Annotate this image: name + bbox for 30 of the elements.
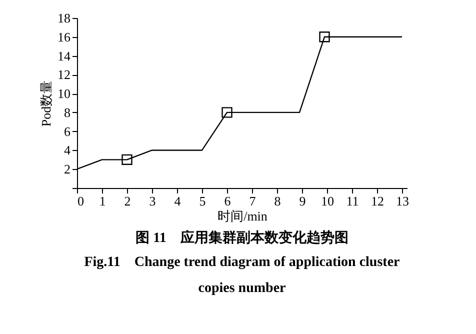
y-tick-label: 18 — [58, 10, 70, 26]
x-tick-label: 2 — [124, 194, 131, 208]
x-tick-label: 9 — [299, 194, 306, 208]
y-tick-label: 16 — [58, 29, 71, 44]
y-tick-label: 4 — [64, 142, 71, 158]
x-tick-label: 3 — [149, 194, 156, 208]
caption: Fig.11 Change trend diagram of application cluster copies number — [84, 255, 400, 296]
x-tick-label: 6 — [224, 194, 232, 208]
x-tick-label: 8 — [274, 194, 281, 208]
x-tick-label: 5 — [199, 194, 206, 208]
point — [222, 107, 232, 118]
y-tick-label: 10 — [58, 86, 70, 102]
x-tick-label: 4 — [174, 194, 182, 208]
y-tick-label: 12 — [58, 67, 70, 82]
x-axis-title: 时间/min — [218, 208, 268, 224]
point — [319, 32, 330, 42]
point — [122, 154, 132, 166]
x-tick-label: 10 — [321, 194, 334, 208]
x-tick-label: 7 — [249, 194, 256, 208]
x-tick-label: 1 — [99, 194, 106, 208]
y-tick-label: 14 — [58, 48, 71, 64]
y-tick-label: 8 — [64, 104, 70, 120]
x-tick-label: 12 — [371, 194, 384, 208]
text: 图 11 应用集群副本数变化趋势图 — [136, 229, 348, 246]
y-axis-title: Pod数量 — [38, 80, 54, 127]
x-tick-label: 11 — [346, 194, 359, 208]
y-tick-label: 2 — [64, 162, 70, 177]
y-tick-label: 6 — [64, 124, 71, 139]
x-tick-label: 13 — [396, 194, 409, 208]
x-tick-label: 0 — [78, 194, 84, 208]
